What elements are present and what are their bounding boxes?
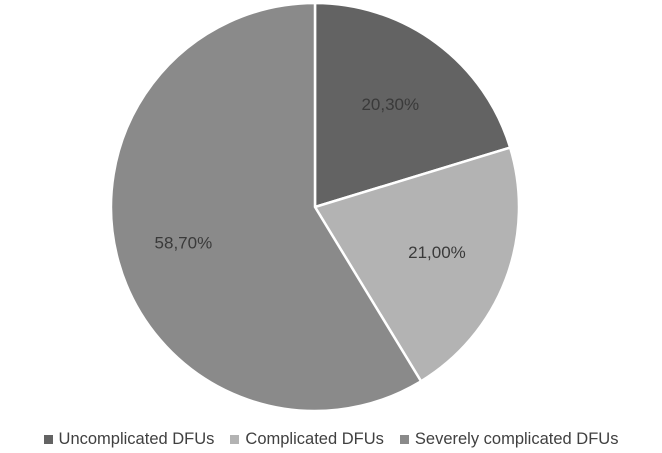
legend-label-severely-complicated: Severely complicated DFUs xyxy=(414,429,619,448)
pie-slice-complicated xyxy=(313,146,521,383)
legend: Uncomplicated DFUs Complicated DFUs Seve… xyxy=(0,425,662,453)
legend-swatch-uncomplicated xyxy=(43,434,53,444)
legend-item-uncomplicated: Uncomplicated DFUs xyxy=(43,429,215,449)
pie-slice-uncomplicated xyxy=(313,1,512,209)
legend-item-complicated: Complicated DFUs xyxy=(230,429,384,449)
pie-slice-severely-complicated xyxy=(109,1,423,413)
data-label-severely-complicated: 58,70% xyxy=(155,233,213,252)
data-label-complicated: 21,00% xyxy=(408,243,466,262)
legend-swatch-severely-complicated xyxy=(399,434,409,444)
data-label-uncomplicated: 20,30% xyxy=(361,95,419,114)
legend-item-severely-complicated: Severely complicated DFUs xyxy=(399,429,619,449)
legend-swatch-complicated xyxy=(230,434,240,444)
legend-label-uncomplicated: Uncomplicated DFUs xyxy=(58,429,215,448)
pie-chart: 20,30% 21,00% 58,70% xyxy=(109,1,521,413)
legend-label-complicated: Complicated DFUs xyxy=(245,429,384,448)
